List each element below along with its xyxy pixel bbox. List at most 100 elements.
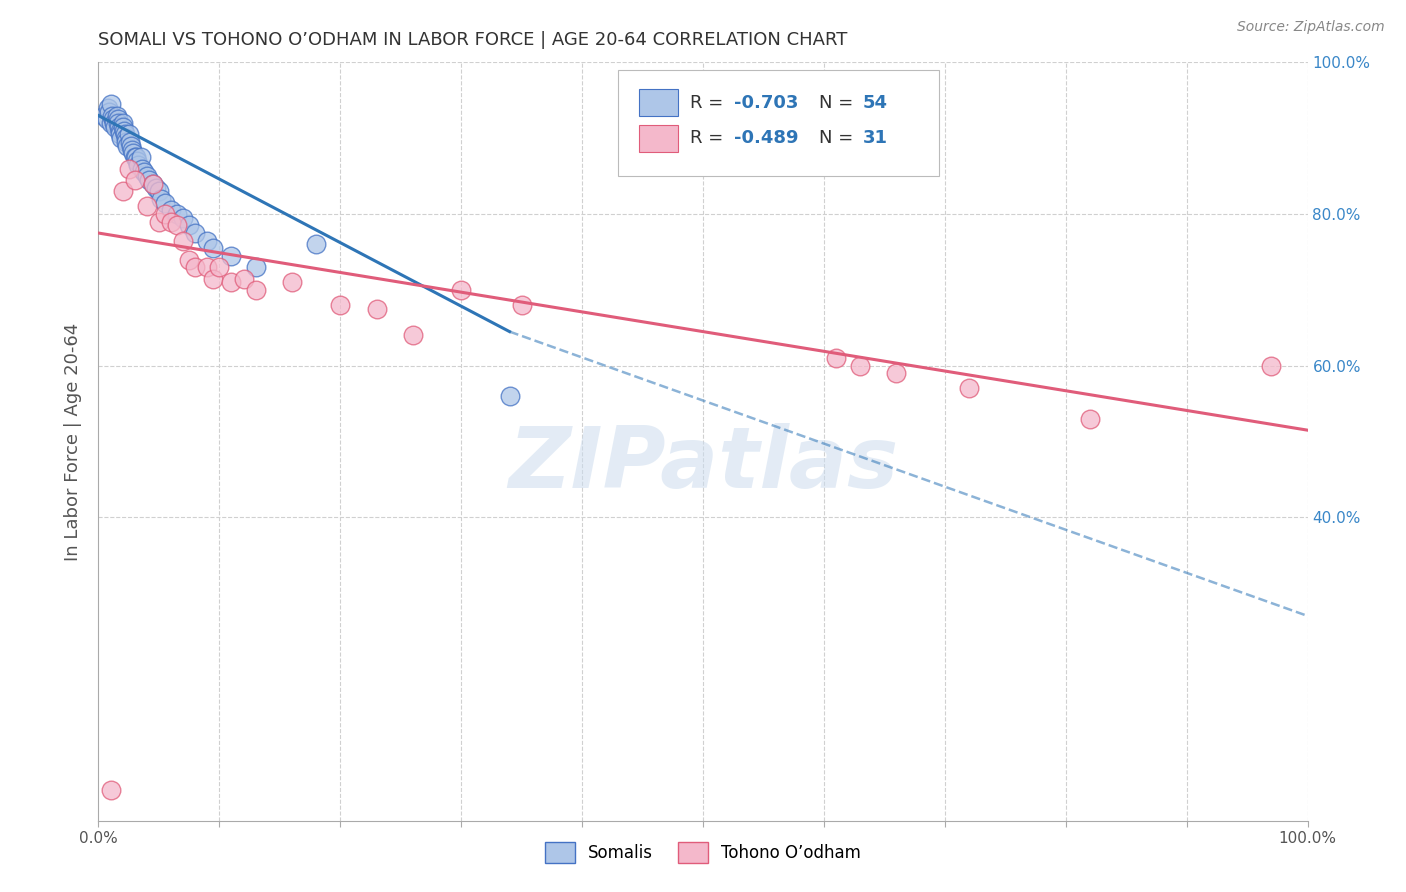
Point <box>115 135 138 149</box>
Text: -0.703: -0.703 <box>734 94 799 112</box>
Point <box>166 219 188 233</box>
Point <box>114 128 136 142</box>
Text: N =: N = <box>820 129 859 147</box>
Point <box>120 138 142 153</box>
Point <box>166 207 188 221</box>
Point <box>305 237 328 252</box>
Point <box>100 97 122 112</box>
Text: R =: R = <box>690 129 728 147</box>
Point <box>232 271 254 285</box>
Point <box>100 783 122 797</box>
Point <box>366 301 388 316</box>
Point <box>184 260 207 275</box>
Text: 54: 54 <box>863 94 887 112</box>
Point <box>510 298 533 312</box>
Text: 31: 31 <box>863 129 887 147</box>
Point <box>96 112 118 127</box>
Point <box>160 214 183 228</box>
Point <box>148 184 170 198</box>
Point <box>100 116 122 130</box>
Text: -0.489: -0.489 <box>734 129 799 147</box>
Point <box>142 177 165 191</box>
Point <box>108 128 131 142</box>
Point <box>108 120 131 134</box>
Point <box>134 165 156 179</box>
Point <box>245 283 267 297</box>
Point <box>98 104 121 119</box>
Point <box>148 214 170 228</box>
Point <box>127 158 149 172</box>
Point <box>172 211 194 225</box>
Point <box>825 351 848 366</box>
Point <box>281 275 304 289</box>
Point <box>124 150 146 164</box>
Point <box>121 143 143 157</box>
Text: R =: R = <box>690 94 728 112</box>
Point <box>111 120 134 134</box>
Point <box>138 173 160 187</box>
Point <box>202 271 225 285</box>
FancyBboxPatch shape <box>638 89 678 116</box>
Point <box>849 359 872 373</box>
Point <box>195 234 218 248</box>
Point <box>245 260 267 275</box>
Text: ZIPatlas: ZIPatlas <box>508 423 898 506</box>
Point <box>221 275 243 289</box>
Text: Source: ZipAtlas.com: Source: ZipAtlas.com <box>1237 20 1385 34</box>
Point <box>110 131 132 145</box>
Point <box>117 138 139 153</box>
Point <box>221 249 243 263</box>
Point <box>179 219 201 233</box>
Y-axis label: In Labor Force | Age 20-64: In Labor Force | Age 20-64 <box>63 322 82 561</box>
Point <box>957 382 980 396</box>
Point <box>122 146 145 161</box>
Point <box>107 116 129 130</box>
Point <box>93 108 115 122</box>
Point <box>108 123 131 137</box>
Point <box>179 252 201 267</box>
Point <box>498 389 520 403</box>
Point <box>111 116 134 130</box>
Point <box>115 131 138 145</box>
Point <box>329 298 352 312</box>
Point <box>1078 412 1101 426</box>
Point <box>97 101 120 115</box>
Point <box>145 180 167 194</box>
Point <box>142 177 165 191</box>
Point <box>208 260 231 275</box>
Point <box>202 241 225 255</box>
Point <box>103 116 125 130</box>
Point <box>135 169 157 184</box>
Point <box>150 192 173 206</box>
Point <box>118 135 141 149</box>
Point <box>135 199 157 213</box>
Point <box>450 283 472 297</box>
Point <box>107 112 129 127</box>
Point <box>172 234 194 248</box>
Text: SOMALI VS TOHONO O’ODHAM IN LABOR FORCE | AGE 20-64 CORRELATION CHART: SOMALI VS TOHONO O’ODHAM IN LABOR FORCE … <box>98 31 848 49</box>
FancyBboxPatch shape <box>619 70 939 177</box>
Point <box>125 150 148 164</box>
Point <box>101 112 124 127</box>
Point <box>105 108 128 122</box>
Point <box>131 161 153 176</box>
Text: N =: N = <box>820 94 859 112</box>
Point <box>1260 359 1282 373</box>
Point <box>886 366 908 380</box>
Point <box>118 128 141 142</box>
Point <box>153 207 176 221</box>
Point <box>100 108 122 122</box>
Point <box>184 226 207 240</box>
FancyBboxPatch shape <box>638 125 678 152</box>
Point <box>127 153 149 168</box>
Point <box>112 123 135 137</box>
Point <box>104 120 127 134</box>
Legend: Somalis, Tohono O’odham: Somalis, Tohono O’odham <box>538 836 868 869</box>
Point <box>402 328 425 343</box>
Point <box>118 161 141 176</box>
Point <box>129 150 152 164</box>
Point <box>160 203 183 218</box>
Point <box>195 260 218 275</box>
Point <box>153 195 176 210</box>
Point <box>111 184 134 198</box>
